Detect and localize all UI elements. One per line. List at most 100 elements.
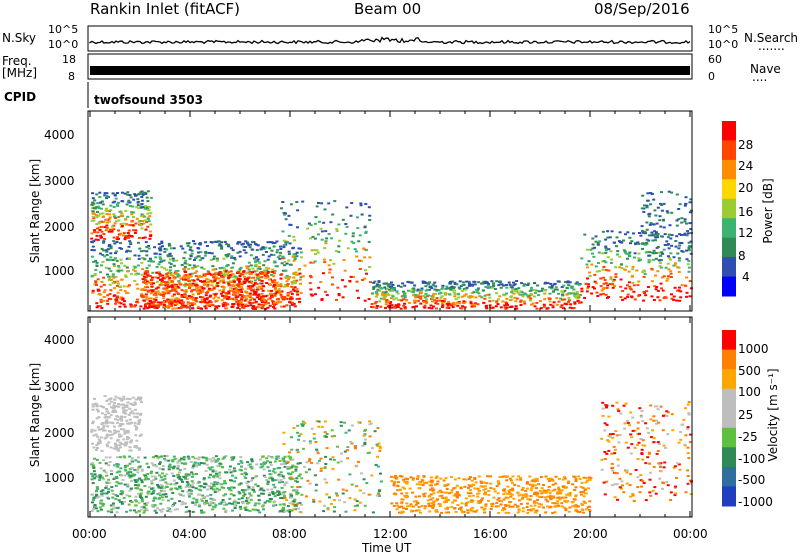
- range-gate-cell: [288, 509, 291, 511]
- range-gate-cell: [509, 299, 512, 301]
- range-gate-cell: [648, 452, 651, 454]
- range-gate-cell: [322, 510, 325, 512]
- range-gate-cell: [587, 487, 590, 489]
- range-gate-cell: [448, 303, 451, 305]
- range-gate-cell: [314, 441, 317, 443]
- range-gate-cell: [96, 409, 99, 411]
- range-gate-cell: [652, 415, 655, 417]
- range-gate-cell: [139, 435, 142, 437]
- range-gate-cell: [123, 416, 126, 418]
- range-gate-cell: [465, 502, 468, 504]
- range-gate-cell: [250, 254, 253, 256]
- range-gate-cell: [135, 504, 138, 506]
- range-gate-cell: [441, 306, 444, 308]
- range-gate-cell: [602, 231, 605, 233]
- range-gate-cell: [210, 280, 213, 282]
- range-gate-cell: [576, 291, 579, 293]
- range-gate-cell: [675, 300, 678, 302]
- range-gate-cell: [97, 289, 100, 291]
- range-gate-cell: [123, 304, 126, 306]
- range-gate-cell: [476, 496, 479, 498]
- range-gate-cell: [492, 503, 495, 505]
- range-gate-cell: [110, 279, 113, 281]
- range-gate-cell: [158, 487, 161, 489]
- range-gate-cell: [413, 289, 416, 291]
- range-gate-cell: [654, 405, 657, 407]
- range-gate-cell: [627, 294, 630, 296]
- range-gate-cell: [102, 406, 105, 408]
- range-gate-cell: [567, 482, 570, 484]
- range-gate-cell: [424, 285, 427, 287]
- range-gate-cell: [322, 222, 325, 224]
- range-gate-cell: [138, 237, 141, 239]
- range-gate-cell: [417, 476, 420, 478]
- range-gate-cell: [402, 479, 405, 481]
- range-gate-cell: [333, 459, 336, 461]
- range-gate-cell: [342, 493, 345, 495]
- range-gate-cell: [128, 504, 131, 506]
- range-gate-cell: [99, 213, 102, 215]
- range-gate-cell: [329, 269, 332, 271]
- range-gate-cell: [243, 307, 246, 309]
- range-gate-cell: [638, 232, 641, 234]
- range-gate-cell: [239, 456, 242, 458]
- power-heatmap-cells: [90, 190, 693, 310]
- range-gate-cell: [108, 268, 111, 270]
- range-gate-cell: [356, 500, 359, 502]
- range-gate-cell: [213, 280, 216, 282]
- range-gate-cell: [518, 508, 521, 510]
- range-gate-cell: [688, 271, 691, 273]
- range-gate-cell: [495, 292, 498, 294]
- range-gate-cell: [126, 465, 129, 467]
- range-gate-cell: [262, 490, 265, 492]
- range-gate-cell: [200, 485, 203, 487]
- range-gate-cell: [602, 277, 605, 279]
- range-gate-cell: [222, 282, 225, 284]
- range-gate-cell: [471, 296, 474, 298]
- range-gate-cell: [505, 298, 508, 300]
- range-gate-cell: [564, 303, 567, 305]
- range-gate-cell: [329, 458, 332, 460]
- range-gate-cell: [542, 492, 545, 494]
- range-gate-cell: [177, 276, 180, 278]
- range-gate-cell: [113, 404, 116, 406]
- range-gate-cell: [674, 494, 677, 496]
- range-gate-cell: [436, 498, 439, 500]
- range-gate-cell: [100, 208, 103, 210]
- range-gate-cell: [526, 506, 529, 508]
- range-gate-cell: [521, 489, 524, 491]
- range-gate-cell: [663, 275, 666, 277]
- range-gate-cell: [105, 482, 108, 484]
- range-gate-cell: [130, 211, 133, 213]
- range-gate-cell: [679, 296, 682, 298]
- range-gate-cell: [625, 442, 628, 444]
- range-gate-cell: [166, 299, 169, 301]
- range-gate-cell: [343, 501, 346, 503]
- range-gate-cell: [212, 476, 215, 478]
- range-gate-cell: [163, 293, 166, 295]
- range-gate-cell: [422, 295, 425, 297]
- range-gate-cell: [234, 477, 237, 479]
- range-gate-cell: [113, 263, 116, 265]
- range-gate-cell: [261, 293, 264, 295]
- range-gate-cell: [117, 403, 120, 405]
- range-gate-cell: [120, 490, 123, 492]
- range-gate-cell: [510, 295, 513, 297]
- range-gate-cell: [166, 287, 169, 289]
- range-gate-cell: [103, 284, 106, 286]
- range-gate-cell: [401, 282, 404, 284]
- range-gate-cell: [331, 284, 334, 286]
- range-gate-cell: [450, 506, 453, 508]
- range-gate-cell: [390, 480, 393, 482]
- range-gate-cell: [417, 502, 420, 504]
- range-gate-cell: [211, 304, 214, 306]
- range-gate-cell: [117, 270, 120, 272]
- range-gate-cell: [649, 495, 652, 497]
- range-gate-cell: [659, 265, 662, 267]
- range-gate-cell: [628, 271, 631, 273]
- range-gate-cell: [97, 215, 100, 217]
- range-gate-cell: [520, 304, 523, 306]
- range-gate-cell: [109, 252, 112, 254]
- range-gate-cell: [283, 264, 286, 266]
- range-gate-cell: [320, 228, 323, 230]
